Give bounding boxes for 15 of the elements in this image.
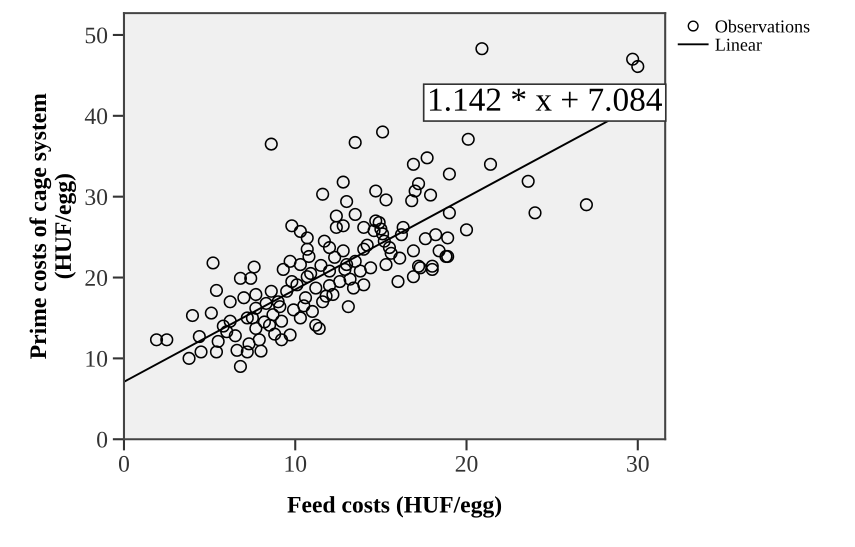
- legend-label: Linear: [715, 38, 762, 51]
- annotation: 1.142 * x + 7.084: [430, 88, 662, 112]
- x-tick-label: 10: [286, 456, 306, 472]
- legend-label: Observations: [716, 20, 810, 33]
- y-tick-label: 10: [86, 350, 108, 367]
- y-axis-title: Prime costs of cage system (HUF/egg): [29, 94, 76, 359]
- x-axis-title: Feed costs (HUF/egg): [287, 496, 502, 518]
- x-tick-label: 0: [118, 456, 129, 472]
- y-tick-label: 30: [86, 189, 108, 206]
- y-tick-label: 40: [84, 108, 108, 124]
- y-tick-label: 50: [86, 27, 108, 44]
- x-tick-label: 30: [627, 456, 649, 472]
- y-tick-label: 20: [85, 270, 108, 286]
- y-tick-label: 0: [97, 432, 108, 448]
- x-tick-label: 20: [456, 456, 478, 472]
